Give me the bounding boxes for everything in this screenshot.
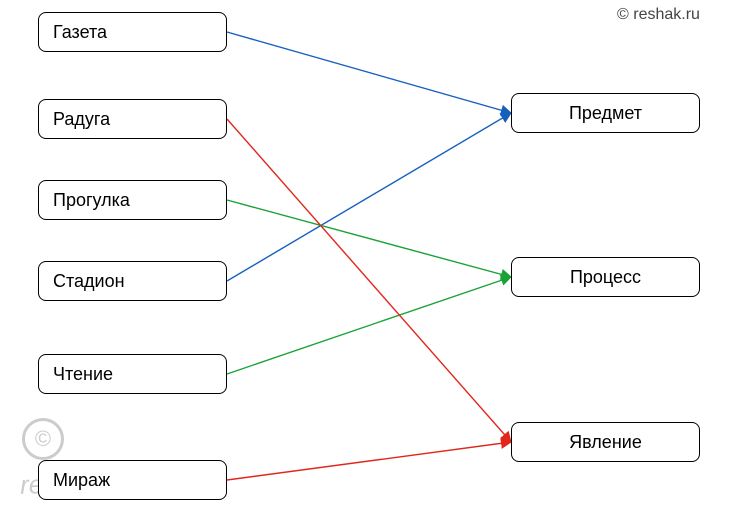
edge-stadion-predmet <box>227 113 511 281</box>
node-label-raduga: Радуга <box>53 109 110 130</box>
node-label-stadion: Стадион <box>53 271 125 292</box>
node-gazeta: Газета <box>38 12 227 52</box>
watermark-top: © reshak.ru <box>617 6 700 24</box>
node-chtenie: Чтение <box>38 354 227 394</box>
node-label-chtenie: Чтение <box>53 364 113 385</box>
node-mirazh: Мираж <box>38 460 227 500</box>
watermark-copyright-circle: © <box>22 418 64 460</box>
node-label-gazeta: Газета <box>53 22 107 43</box>
edge-chtenie-process <box>227 277 511 374</box>
node-stadion: Стадион <box>38 261 227 301</box>
node-label-mirazh: Мираж <box>53 470 110 491</box>
node-label-predmet: Предмет <box>512 103 699 124</box>
edge-mirazh-yavlenie <box>227 442 511 480</box>
node-progulka: Прогулка <box>38 180 227 220</box>
node-label-progulka: Прогулка <box>53 190 130 211</box>
edge-progulka-process <box>227 200 511 277</box>
watermark-copyright-symbol: © <box>35 426 51 452</box>
node-yavlenie: Явление <box>511 422 700 462</box>
edge-raduga-yavlenie <box>227 119 511 442</box>
edge-gazeta-predmet <box>227 32 511 113</box>
node-process: Процесс <box>511 257 700 297</box>
node-label-yavlenie: Явление <box>512 432 699 453</box>
node-raduga: Радуга <box>38 99 227 139</box>
node-predmet: Предмет <box>511 93 700 133</box>
node-label-process: Процесс <box>512 267 699 288</box>
